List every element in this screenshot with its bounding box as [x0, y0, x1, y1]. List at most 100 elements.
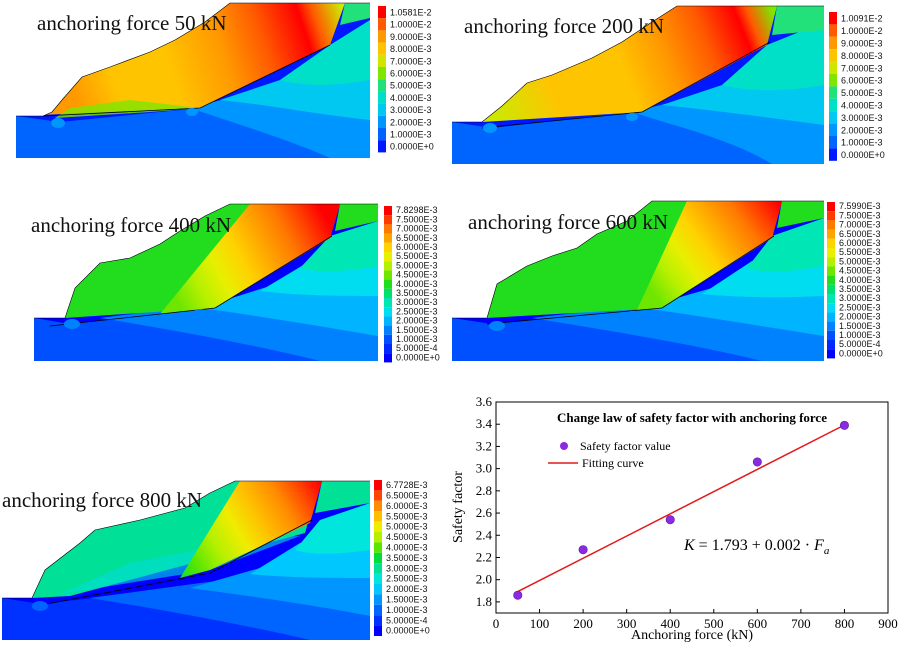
legend-value: 2.0000E-3 [386, 584, 428, 594]
legend-value: 3.0000E-3 [396, 297, 438, 307]
panel-title-200: anchoring force 200 kN [464, 14, 665, 38]
contour-panel-400: anchoring force 400 kN 7.8298E-3 7.5000E-… [0, 196, 440, 366]
legend-swatch [384, 215, 392, 225]
legend-value: 2.0000E-3 [839, 312, 881, 322]
legend-value: 2.5000E-3 [839, 302, 881, 312]
legend-value: 5.5000E-3 [386, 511, 428, 521]
legend-swatch [829, 86, 837, 99]
legend-value: 3.0000E-3 [390, 105, 432, 115]
contour-panel-200: anchoring force 200 kN 1.0091E-2 1.0000E-… [452, 0, 906, 170]
legend-swatch [378, 67, 386, 80]
legend-swatch [378, 128, 386, 141]
legend-value: 0.0000E+0 [390, 142, 434, 152]
y-tick-label: 2.4 [476, 527, 493, 542]
legend-swatch [378, 103, 386, 116]
legend-value: 7.0000E-3 [839, 220, 881, 230]
legend-value: 6.0000E-3 [386, 501, 428, 511]
legend-value: 6.5000E-3 [396, 233, 438, 243]
legend-value: 7.5000E-3 [396, 214, 438, 224]
legend-value: 1.0000E-2 [841, 26, 883, 36]
x-tick-label: 100 [530, 616, 550, 631]
x-axis-label: Anchoring force (kN) [631, 628, 753, 643]
legend-swatch [374, 625, 382, 636]
legend-swatch [378, 91, 386, 104]
fit-equation-var: F [813, 537, 824, 554]
legend-value: 7.5000E-3 [839, 210, 881, 220]
legend-swatch [829, 36, 837, 50]
legend-value: 3.5000E-3 [396, 288, 438, 298]
legend-value: 0.0000E+0 [841, 150, 885, 160]
legend-50: 1.0581E-2 1.0000E-2 9.0000E-3 8.0000E-3 7.00… [378, 6, 434, 153]
legend-swatch [384, 270, 392, 280]
legend-value: 5.0000E-4 [396, 343, 438, 353]
fitting-curve-series [517, 424, 845, 593]
x-tick-label: 300 [617, 616, 637, 631]
safety-factor-chart: 1.8 2.0 2.2 2.4 2.6 2.8 3.0 3.2 3.4 3.6 0 100 200 30… [451, 394, 898, 643]
legend-value: 6.0000E-3 [390, 69, 432, 79]
legend-swatch [384, 206, 392, 216]
legend-value: 7.8298E-3 [396, 206, 438, 215]
legend-swatch [829, 98, 837, 112]
legend-200: 1.0091E-2 1.0000E-2 9.0000E-3 8.0000E-3 7.00… [829, 12, 885, 161]
legend-600: 7.5990E-37.5000E-37.0000E-36.5000E-36.00… [827, 202, 883, 359]
legend-swatch [827, 340, 835, 350]
legend-swatch [827, 257, 835, 267]
fit-equation-lhs: K [683, 537, 696, 554]
legend-swatch [378, 30, 386, 43]
x-tick-label: 0 [493, 616, 500, 631]
legend-swatch [384, 307, 392, 317]
legend-swatch [374, 542, 382, 553]
legend-swatch [378, 115, 386, 128]
contour-panel-800: anchoring force 800 kN 6.7728E-3 6.5000E-… [0, 478, 440, 644]
legend-swatch [384, 344, 392, 354]
legend-swatch [827, 266, 835, 276]
legend-value: 4.5000E-3 [396, 270, 438, 280]
legend-swatch [384, 316, 392, 326]
x-ticks: 0 100 200 300 400 500 600 700 800 900 [493, 609, 898, 631]
legend-swatch [827, 312, 835, 322]
legend-swatch [384, 288, 392, 298]
legend-400: 7.8298E-37.5000E-37.0000E-36.5000E-36.00… [384, 206, 440, 363]
data-point [665, 515, 675, 525]
y-tick-label: 3.4 [476, 416, 493, 431]
x-tick-label: 700 [791, 616, 811, 631]
legend-swatch [827, 248, 835, 258]
legend-value: 9.0000E-3 [841, 38, 883, 48]
legend-value: 5.0000E-3 [386, 522, 428, 532]
legend-value: 1.0000E-2 [390, 20, 432, 30]
legend-swatch [378, 54, 386, 67]
legend-value: 3.0000E-3 [841, 113, 883, 123]
legend-swatch [384, 279, 392, 289]
legend-swatch [829, 12, 837, 25]
legend-swatch [384, 233, 392, 243]
chart-plot-area [495, 401, 889, 614]
fit-equation-body: = 1.793 + 0.002 · [695, 537, 814, 554]
legend-swatch [827, 238, 835, 248]
legend-value: 1.0581E-2 [390, 8, 432, 18]
legend-swatch [374, 552, 382, 564]
legend-swatch [829, 123, 837, 136]
legend-value: 4.0000E-3 [390, 93, 432, 103]
legend-value: 6.0000E-3 [841, 76, 883, 86]
legend-swatch [374, 615, 382, 626]
contour-panel-50: anchoring force 50 kN 1.0581E-2 1.0000E-2… [0, 0, 440, 170]
legend-swatch [374, 532, 382, 543]
legend-value: 6.0000E-3 [839, 238, 881, 248]
y-tick-label: 2.6 [476, 505, 493, 520]
y-ticks: 1.8 2.0 2.2 2.4 2.6 2.8 3.0 3.2 3.4 3.6 [476, 394, 500, 609]
legend-swatch [827, 321, 835, 331]
legend-swatch [829, 136, 837, 149]
legend-swatch [827, 303, 835, 313]
legend-value: 2.0000E-3 [841, 125, 883, 135]
legend-swatch [829, 74, 837, 87]
legend-swatch [374, 500, 382, 512]
legend-value: 8.0000E-3 [841, 51, 883, 61]
legend-value: 2.5000E-3 [386, 574, 428, 584]
legend-value: 1.5000E-3 [839, 321, 881, 331]
legend-value: 0.0000E+0 [386, 626, 430, 636]
legend-value: 9.0000E-3 [390, 32, 432, 42]
legend-value: 5.0000E-3 [390, 81, 432, 91]
legend-swatch [829, 49, 837, 62]
legend-swatch [384, 224, 392, 234]
legend-swatch [374, 573, 382, 584]
